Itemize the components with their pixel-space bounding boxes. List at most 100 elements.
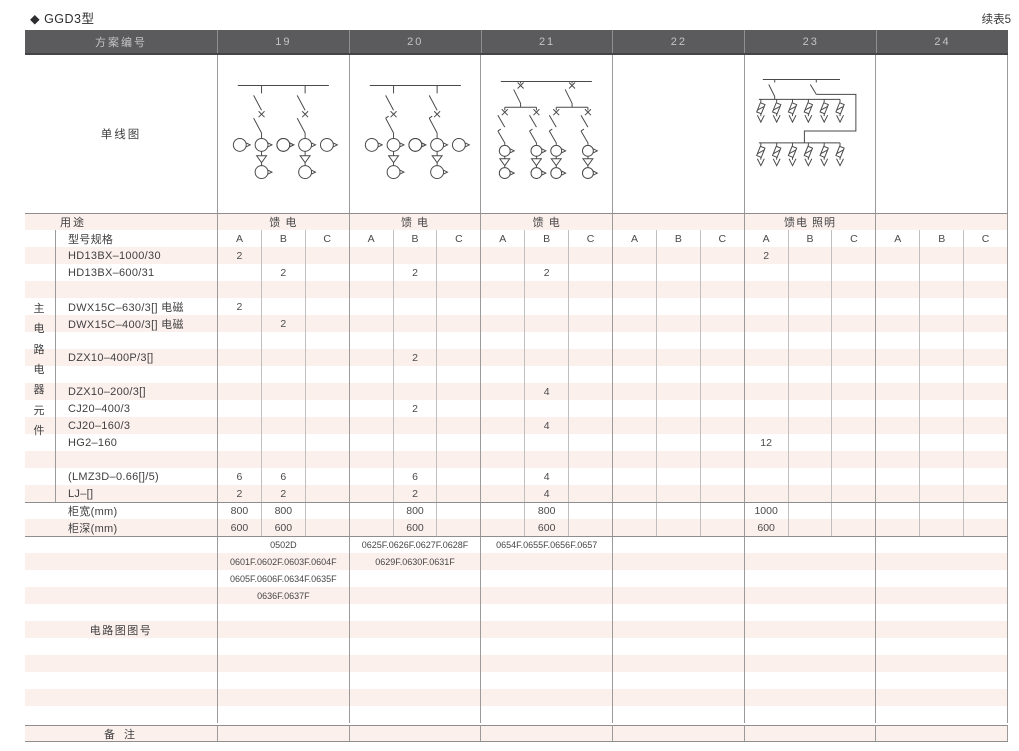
cell xyxy=(350,383,394,400)
component-label: HD13BX–600/31 xyxy=(25,264,218,281)
cell-scheme-21 xyxy=(481,672,614,689)
cell xyxy=(262,417,306,434)
cell: 6 xyxy=(394,468,438,485)
cell xyxy=(657,349,701,366)
cell xyxy=(964,451,1009,468)
cell-scheme-20 xyxy=(350,689,482,706)
cell xyxy=(701,417,745,434)
cell xyxy=(569,434,614,451)
cell-scheme-21: 0654F.0655F.0656F.0657 xyxy=(481,537,614,553)
cell: C xyxy=(701,230,745,247)
circuit-label-cell xyxy=(25,655,218,672)
cell-scheme-23 xyxy=(745,655,877,672)
cell xyxy=(218,434,262,451)
spec-row-label: 型号规格 xyxy=(25,230,218,247)
cell xyxy=(306,332,350,349)
cell xyxy=(437,451,482,468)
component-label xyxy=(25,366,218,383)
cell-scheme-23 xyxy=(745,689,877,706)
cell xyxy=(964,434,1009,451)
cell-scheme-20 xyxy=(350,638,482,655)
row-spec-header: 型号规格 A B C A B C A B C A B C A B C A B C xyxy=(25,230,1009,247)
cell xyxy=(394,417,438,434)
cell xyxy=(262,434,306,451)
cell-scheme-24 xyxy=(876,655,1009,672)
cell: C xyxy=(832,230,877,247)
cell xyxy=(437,468,482,485)
cell-scheme-21 xyxy=(481,621,614,638)
cell xyxy=(964,247,1009,264)
cell xyxy=(745,332,789,349)
cell xyxy=(657,281,701,298)
cell: 2 xyxy=(218,298,262,315)
cell-scheme-19 xyxy=(218,672,350,689)
cell xyxy=(920,503,965,519)
cell xyxy=(657,417,701,434)
cell-scheme-23 xyxy=(745,587,877,604)
row-circuit: 0502D 0625F.0626F.0627F.0628F 0654F.0655F.… xyxy=(25,536,1009,553)
cell xyxy=(832,503,877,519)
cell xyxy=(569,519,614,536)
cell xyxy=(525,281,570,298)
circuit-label-cell xyxy=(25,672,218,689)
cell xyxy=(920,264,965,281)
cell xyxy=(481,485,526,502)
cell: 6 xyxy=(262,468,306,485)
cell xyxy=(394,332,438,349)
cell xyxy=(920,315,965,332)
cell xyxy=(832,519,877,536)
cell xyxy=(350,366,394,383)
cell xyxy=(657,247,701,264)
diagram-row-label: 单线图 xyxy=(25,55,218,213)
cell xyxy=(437,281,482,298)
cell xyxy=(437,366,482,383)
cell-scheme-21 xyxy=(481,553,614,570)
component-label xyxy=(25,281,218,298)
cell xyxy=(832,366,877,383)
cell: 600 xyxy=(745,519,789,536)
cell: 2 xyxy=(262,485,306,502)
cell xyxy=(525,247,570,264)
cell xyxy=(657,366,701,383)
feeder-diagram-svg xyxy=(497,81,599,180)
cell xyxy=(394,366,438,383)
cell xyxy=(481,503,526,519)
scheme-table: 方案编号 19 20 21 22 23 24 单线图 用途馈 电馈 电馈 电馈电… xyxy=(25,30,1009,742)
cell xyxy=(218,366,262,383)
cell xyxy=(832,298,877,315)
cell xyxy=(218,281,262,298)
cell xyxy=(920,332,965,349)
cell xyxy=(525,349,570,366)
cell-scheme-22 xyxy=(613,214,745,230)
header-scheme-19: 19 xyxy=(218,30,350,53)
cell-scheme-22 xyxy=(613,587,745,604)
cell: 1000 xyxy=(745,503,789,519)
cell xyxy=(745,264,789,281)
cell xyxy=(437,417,482,434)
cell xyxy=(657,503,701,519)
cell xyxy=(613,485,657,502)
cell xyxy=(262,298,306,315)
cell xyxy=(262,451,306,468)
cell xyxy=(569,417,614,434)
cell-scheme-24 xyxy=(876,570,1009,587)
cell xyxy=(437,434,482,451)
cell xyxy=(920,366,965,383)
cell xyxy=(701,332,745,349)
cell-scheme-21: 馈 电 xyxy=(481,214,614,230)
cell xyxy=(657,383,701,400)
component-label xyxy=(25,332,218,349)
circuit-label-cell xyxy=(25,604,218,621)
cell-scheme-24 xyxy=(876,214,1009,230)
cell xyxy=(394,383,438,400)
cell-scheme-22 xyxy=(613,655,745,672)
cell xyxy=(306,485,350,502)
cell: 600 xyxy=(262,519,306,536)
cell xyxy=(701,298,745,315)
cell xyxy=(481,417,526,434)
cell: 600 xyxy=(394,519,438,536)
cell-scheme-20 xyxy=(350,570,482,587)
cell-scheme-20 xyxy=(350,655,482,672)
cell-scheme-23 xyxy=(745,621,877,638)
side-label-char: 主 xyxy=(33,303,45,315)
